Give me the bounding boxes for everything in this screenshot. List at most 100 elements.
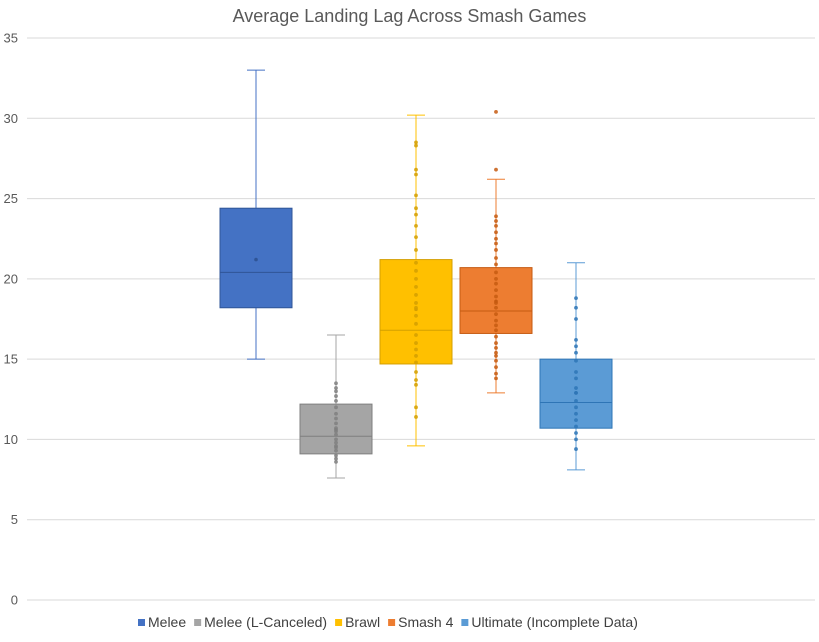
data-point-smash-4-13	[494, 305, 498, 310]
data-point-smash-4-3	[494, 358, 498, 363]
data-point-brawl-8	[414, 341, 418, 345]
legend-label-smash-4: Smash 4	[398, 614, 453, 630]
legend-swatch-ultimate-incomplete-data	[461, 619, 469, 626]
data-point-ultimate-incomplete-data-17	[574, 305, 578, 310]
data-point-ultimate-incomplete-data-8	[574, 390, 578, 395]
legend: Melee Melee (L-Canceled) Brawl Smash 4 Ultim…	[138, 614, 638, 630]
data-point-brawl-26	[414, 167, 418, 172]
y-axis: 0 5 10 15 20 25 30 35	[4, 31, 18, 608]
data-point-ultimate-incomplete-data-5	[574, 411, 578, 416]
data-point-smash-4-23	[494, 241, 498, 246]
data-point-melee-l-canceled-11	[334, 421, 338, 426]
data-point-ultimate-incomplete-data-15	[574, 337, 578, 342]
data-point-melee-l-canceled-6	[334, 440, 338, 445]
data-point-ultimate-incomplete-data-6	[574, 405, 578, 410]
data-point-smash-4-12	[494, 312, 498, 317]
data-point-melee-l-canceled-17	[334, 389, 338, 394]
legend-swatch-brawl	[335, 619, 343, 626]
data-point-melee-l-canceled-16	[334, 394, 338, 398]
data-point-melee-l-canceled-10	[334, 426, 338, 431]
data-point-smash-4-11	[494, 318, 498, 323]
legend-label-melee: Melee	[148, 614, 186, 630]
data-point-melee-l-canceled-8	[334, 432, 338, 437]
plot-area	[219, 69, 613, 479]
data-point-brawl-19	[414, 248, 418, 252]
data-point-smash-4-2	[494, 365, 498, 370]
data-point-brawl-7	[414, 347, 418, 352]
legend-swatch-melee-l-canceled	[194, 619, 202, 626]
data-point-brawl-10	[414, 321, 418, 326]
data-point-smash-4-4	[494, 354, 498, 358]
data-point-smash-4-14	[494, 301, 498, 305]
data-point-brawl-17	[414, 268, 418, 273]
data-point-ultimate-incomplete-data-10	[574, 376, 578, 381]
data-point-smash-4-26	[494, 223, 498, 228]
data-point-smash-4-17	[494, 281, 498, 286]
data-point-smash-4-9	[494, 328, 498, 333]
data-point-melee-l-canceled-13	[334, 411, 338, 416]
data-point-brawl-18	[414, 260, 418, 265]
y-tick-label-30: 30	[4, 111, 18, 126]
data-point-smash-4-19	[494, 270, 498, 275]
chart-title: Average Landing Lag Across Smash Games	[233, 6, 587, 26]
box-smash-4	[459, 109, 533, 394]
data-point-melee-l-canceled-1	[334, 456, 338, 461]
data-point-brawl-22	[414, 212, 418, 217]
data-point-brawl-20	[414, 235, 418, 240]
data-point-smash-4-27	[494, 219, 498, 223]
data-point-smash-4-1	[494, 371, 498, 376]
legend-swatch-smash-4	[388, 619, 396, 626]
data-point-brawl-14	[414, 293, 418, 297]
data-point-ultimate-incomplete-data-0	[574, 447, 578, 451]
data-point-smash-4-7	[494, 341, 498, 345]
data-point-brawl-6	[414, 354, 418, 358]
data-point-ultimate-incomplete-data-16	[574, 317, 578, 321]
data-point-brawl-11	[414, 313, 418, 318]
data-point-melee-l-canceled-0	[334, 460, 338, 464]
data-point-smash-4-10	[494, 323, 498, 328]
data-point-brawl-9	[414, 333, 418, 337]
data-point-smash-4-16	[494, 288, 498, 292]
data-point-brawl-2	[414, 382, 418, 387]
y-tick-label-0: 0	[11, 593, 18, 608]
data-point-smash-4-21	[494, 256, 498, 260]
box-melee	[219, 69, 293, 360]
legend-swatch-melee	[138, 619, 145, 626]
y-tick-label-15: 15	[4, 352, 18, 367]
data-point-brawl-15	[414, 284, 418, 289]
data-point-melee-l-canceled-5	[334, 443, 338, 448]
data-point-smash-4-20	[494, 262, 498, 267]
data-point-smash-4-6	[494, 346, 498, 350]
data-point-ultimate-incomplete-data-1	[574, 437, 578, 442]
data-point-brawl-28	[414, 140, 418, 145]
data-point-smash-4-30	[494, 109, 498, 114]
data-point-smash-4-28	[494, 214, 498, 219]
y-tick-label-10: 10	[4, 432, 18, 447]
data-point-brawl-5	[414, 360, 418, 365]
data-point-smash-4-5	[494, 350, 498, 355]
data-point-brawl-27	[414, 143, 418, 148]
data-point-brawl-21	[414, 223, 418, 228]
legend-label-brawl: Brawl	[345, 614, 380, 630]
box-ultimate-incomplete-data	[539, 262, 613, 471]
legend-label-melee-l-canceled: Melee (L-Canceled)	[204, 614, 327, 630]
y-tick-label-35: 35	[4, 31, 18, 46]
data-point-smash-4-8	[494, 334, 498, 339]
data-point-brawl-12	[414, 305, 418, 310]
data-point-ultimate-incomplete-data-13	[574, 350, 578, 355]
data-point-melee-l-canceled-14	[334, 405, 338, 410]
data-point-brawl-16	[414, 276, 418, 281]
data-point-ultimate-incomplete-data-11	[574, 370, 578, 374]
data-point-smash-4-25	[494, 230, 498, 235]
data-point-ultimate-incomplete-data-2	[574, 431, 578, 435]
data-point-brawl-0	[414, 415, 418, 419]
legend-label-ultimate-incomplete-data: Ultimate (Incomplete Data)	[471, 614, 638, 630]
mean-marker-melee	[254, 257, 258, 262]
data-point-melee-l-canceled-9	[334, 429, 338, 434]
data-point-ultimate-incomplete-data-18	[574, 296, 578, 301]
data-point-melee-l-canceled-18	[334, 386, 338, 390]
data-point-melee-l-canceled-3	[334, 448, 338, 453]
data-point-brawl-24	[414, 193, 418, 198]
data-point-brawl-13	[414, 301, 418, 305]
